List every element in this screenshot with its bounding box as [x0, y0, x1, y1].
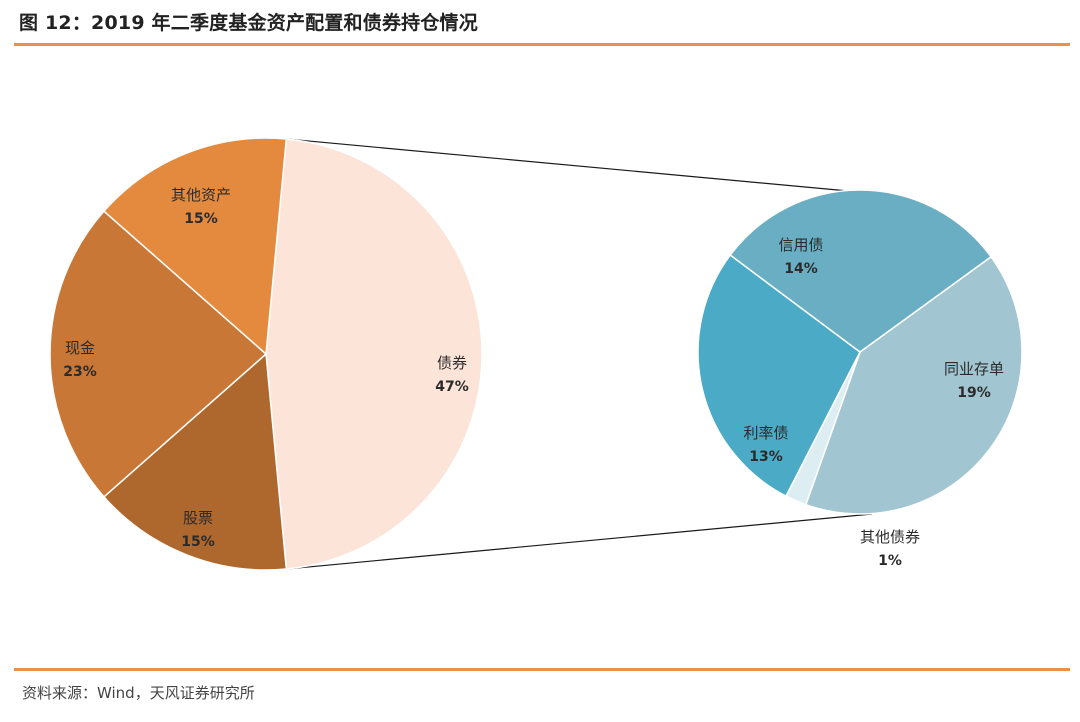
connector-line-bottom [286, 513, 873, 570]
slice-value-label-sub-3: 14% [784, 261, 818, 277]
slice-label-sub-0: 同业存单 [944, 360, 1004, 378]
pie-slice-sub-3 [729, 189, 993, 353]
slice-value-label-sub-2: 13% [749, 449, 783, 465]
slice-label-sub-1: 其他债券 [860, 528, 920, 546]
chart-title: 图 12：2019 年二季度基金资产配置和债券持仓情况 [19, 12, 478, 34]
slice-value-label-sub-0: 19% [957, 385, 991, 401]
pie-slice-sub-0 [804, 255, 1023, 515]
slice-label-sub-2: 利率债 [743, 424, 788, 442]
pie-slice-main-1 [102, 352, 288, 571]
footer-divider [14, 668, 1070, 671]
slice-value-label-sub-1: 1% [878, 553, 902, 569]
slice-value-label-main-1: 15% [181, 534, 215, 550]
slice-label-sub-3: 信用债 [778, 236, 823, 254]
source-note: 资料来源：Wind，天风证券研究所 [22, 684, 255, 702]
pie-slice-main-0 [265, 138, 483, 570]
slice-label-main-0: 债券 [437, 354, 467, 372]
pie-slice-main-2 [49, 210, 268, 498]
pie-slice-sub-2 [697, 253, 861, 498]
pie-slice-main-3 [102, 137, 288, 356]
title-divider [14, 43, 1070, 46]
slice-label-main-1: 股票 [183, 509, 213, 527]
connector-line-top [286, 138, 871, 194]
slice-label-main-3: 其他资产 [171, 186, 231, 204]
slice-label-main-2: 现金 [65, 339, 95, 357]
slice-value-label-main-3: 15% [184, 211, 218, 227]
slice-value-label-main-0: 47% [435, 379, 469, 395]
slice-value-label-main-2: 23% [63, 364, 97, 380]
